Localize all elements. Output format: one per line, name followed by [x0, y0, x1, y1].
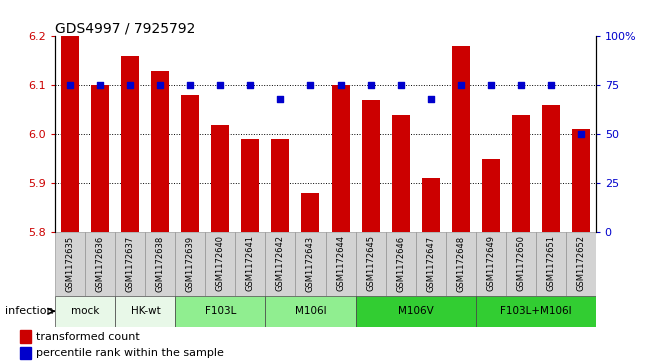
Text: GSM1172646: GSM1172646 — [396, 236, 405, 291]
Bar — [271, 139, 290, 232]
Text: GSM1172640: GSM1172640 — [216, 236, 225, 291]
Bar — [242, 139, 260, 232]
Point — [365, 82, 376, 88]
Point — [486, 82, 496, 88]
Bar — [152, 71, 169, 232]
Text: GSM1172645: GSM1172645 — [366, 236, 375, 291]
Bar — [182, 95, 199, 232]
Point — [425, 96, 436, 102]
Text: transformed count: transformed count — [36, 332, 139, 342]
Bar — [20, 347, 31, 359]
Bar — [175, 296, 266, 327]
Text: GSM1172650: GSM1172650 — [516, 236, 525, 291]
Bar — [206, 232, 236, 296]
Point — [275, 96, 286, 102]
Text: GSM1172652: GSM1172652 — [576, 236, 585, 291]
Point — [245, 82, 256, 88]
Point — [395, 82, 406, 88]
Bar — [115, 232, 145, 296]
Text: GSM1172638: GSM1172638 — [156, 236, 165, 292]
Bar — [266, 296, 355, 327]
Text: GSM1172649: GSM1172649 — [486, 236, 495, 291]
Bar — [121, 56, 139, 232]
Bar — [355, 232, 385, 296]
Bar — [506, 232, 536, 296]
Point — [215, 82, 226, 88]
Point — [456, 82, 466, 88]
Point — [95, 82, 105, 88]
Point — [516, 82, 526, 88]
Bar — [452, 46, 469, 232]
Bar — [482, 159, 499, 232]
Bar — [296, 232, 326, 296]
Text: GSM1172636: GSM1172636 — [96, 236, 105, 292]
Text: M106I: M106I — [295, 306, 326, 316]
Text: M106V: M106V — [398, 306, 434, 316]
Text: GSM1172642: GSM1172642 — [276, 236, 285, 291]
Text: GSM1172651: GSM1172651 — [546, 236, 555, 291]
Text: GSM1172635: GSM1172635 — [66, 236, 75, 291]
Bar — [542, 105, 560, 232]
Text: GSM1172639: GSM1172639 — [186, 236, 195, 291]
Bar — [385, 232, 415, 296]
Bar — [91, 85, 109, 232]
Text: GDS4997 / 7925792: GDS4997 / 7925792 — [55, 21, 196, 35]
Bar — [85, 232, 115, 296]
Text: GSM1172641: GSM1172641 — [246, 236, 255, 291]
Text: GSM1172647: GSM1172647 — [426, 236, 435, 291]
Bar — [355, 296, 476, 327]
Bar — [331, 85, 350, 232]
Bar — [55, 296, 115, 327]
Text: F103L: F103L — [205, 306, 236, 316]
Text: mock: mock — [71, 306, 100, 316]
Text: GSM1172648: GSM1172648 — [456, 236, 465, 291]
Bar — [301, 193, 320, 232]
Text: HK-wt: HK-wt — [130, 306, 160, 316]
Bar — [415, 232, 445, 296]
Bar — [566, 232, 596, 296]
Text: GSM1172637: GSM1172637 — [126, 236, 135, 292]
Point — [575, 131, 586, 137]
Bar — [20, 330, 31, 343]
Bar — [236, 232, 266, 296]
Bar — [115, 296, 175, 327]
Text: percentile rank within the sample: percentile rank within the sample — [36, 348, 224, 358]
Bar — [55, 232, 85, 296]
Point — [186, 82, 196, 88]
Text: GSM1172643: GSM1172643 — [306, 236, 315, 291]
Bar — [445, 232, 476, 296]
Bar — [266, 232, 296, 296]
Point — [305, 82, 316, 88]
Text: GSM1172644: GSM1172644 — [336, 236, 345, 291]
Bar — [391, 115, 409, 232]
Text: F103L+M106I: F103L+M106I — [500, 306, 572, 316]
Bar — [61, 36, 79, 232]
Bar — [536, 232, 566, 296]
Point — [155, 82, 165, 88]
Bar — [326, 232, 355, 296]
Text: infection: infection — [5, 306, 54, 316]
Bar — [175, 232, 206, 296]
Point — [546, 82, 556, 88]
Point — [65, 82, 76, 88]
Point — [335, 82, 346, 88]
Bar — [476, 232, 506, 296]
Bar — [212, 125, 229, 232]
Bar — [512, 115, 530, 232]
Bar — [422, 179, 439, 232]
Point — [125, 82, 135, 88]
Bar — [361, 100, 380, 232]
Bar — [145, 232, 175, 296]
Bar — [476, 296, 596, 327]
Bar — [572, 130, 590, 232]
